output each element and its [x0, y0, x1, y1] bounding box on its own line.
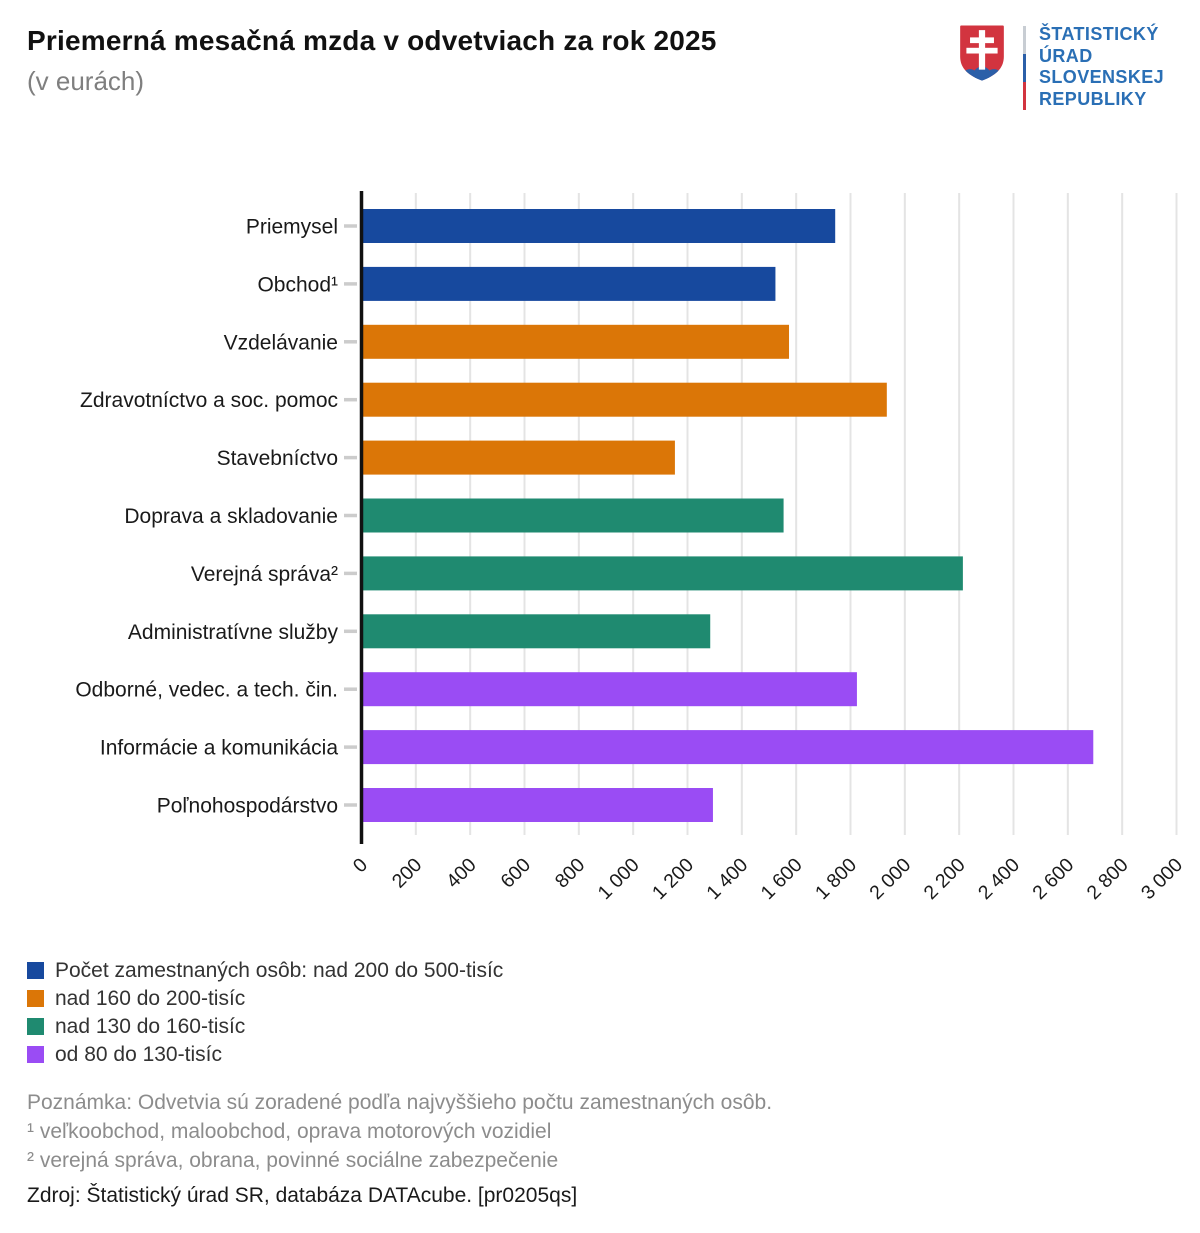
- bar: [362, 382, 887, 417]
- legend-label: nad 130 do 160-tisíc: [55, 1014, 246, 1038]
- logo-line-1: ŠTATISTICKÝ: [1039, 24, 1159, 44]
- bar: [362, 556, 963, 591]
- x-tick-label: 2 600: [1028, 854, 1078, 904]
- category-label: Vzdelávanie: [224, 331, 338, 354]
- source-citation: Zdroj: Štatistický úrad SR, databáza DAT…: [27, 1184, 578, 1207]
- category-label: Administratívne služby: [128, 621, 339, 644]
- bar: [362, 440, 675, 475]
- category-label: Verejná správa²: [191, 563, 338, 586]
- bar: [362, 324, 790, 359]
- category-label: Zdravotníctvo a soc. pomoc: [80, 389, 338, 412]
- logo-line-4: REPUBLIKY: [1039, 88, 1147, 109]
- x-tick-label: 1 000: [594, 854, 644, 904]
- bar: [362, 498, 784, 533]
- category-label: Informácie a komunikácia: [100, 737, 338, 760]
- divider-red-segment: [1023, 82, 1026, 110]
- bar: [362, 209, 836, 243]
- category-label: Priemysel: [246, 216, 338, 239]
- x-tick-label: 1 400: [702, 854, 752, 904]
- bar: [362, 266, 776, 301]
- x-tick-label: 2 000: [865, 854, 915, 904]
- legend-swatch-blue: [27, 962, 44, 979]
- footnotes: Poznámka: Odvetvia sú zoradené podľa naj…: [27, 1088, 772, 1175]
- divider-white-segment: [1023, 26, 1026, 54]
- x-tick-label: 1 600: [757, 854, 807, 904]
- category-label: Poľnohospodárstvo: [157, 795, 338, 818]
- chart-unit-subtitle: (v eurách): [27, 66, 145, 96]
- legend-label: od 80 do 130-tisíc: [55, 1042, 222, 1066]
- x-tick-label: 3 000: [1137, 854, 1187, 904]
- logo-divider: [1023, 26, 1026, 110]
- x-tick-label: 2 200: [920, 854, 970, 904]
- category-label: Stavebníctvo: [217, 447, 338, 470]
- x-tick-label: 0: [349, 854, 372, 877]
- x-tick-label: 1 800: [811, 854, 861, 904]
- legend-label: nad 160 do 200-tisíc: [55, 986, 246, 1010]
- slovak-coat-of-arms-icon: [960, 25, 1004, 81]
- legend-item: Počet zamestnaných osôb: nad 200 do 500-…: [27, 958, 504, 982]
- page-title: Priemerná mesačná mzda v odvetviach za r…: [27, 25, 717, 56]
- category-label: Odborné, vedec. a tech. čin.: [75, 679, 338, 702]
- category-label: Obchod¹: [257, 273, 338, 296]
- legend: Počet zamestnaných osôb: nad 200 do 500-…: [27, 958, 504, 1072]
- bar: [362, 614, 711, 649]
- legend-swatch-teal: [27, 1018, 44, 1035]
- logo-line-2: ÚRAD: [1039, 45, 1093, 66]
- legend-item: nad 130 do 160-tisíc: [27, 1014, 503, 1038]
- x-tick-label: 1 200: [648, 854, 698, 904]
- x-tick-label: 400: [442, 854, 481, 893]
- x-tick-label: 200: [388, 854, 427, 893]
- legend-label: Počet zamestnaných osôb: nad 200 do 500-…: [55, 958, 504, 982]
- bar: [362, 730, 1094, 765]
- note-sorting: Poznámka: Odvetvia sú zoradené podľa naj…: [27, 1091, 773, 1114]
- category-label: Doprava a skladovanie: [124, 505, 338, 528]
- bar: [362, 672, 857, 707]
- x-tick-label: 600: [496, 854, 535, 893]
- x-tick-label: 2 400: [974, 854, 1024, 904]
- x-tick-label: 800: [551, 854, 590, 893]
- legend-swatch-orange: [27, 990, 44, 1007]
- susr-logo: ŠTATISTICKÝ ÚRAD SLOVENSKEJ REPUBLIKY: [956, 23, 1164, 110]
- footnote-1: ¹ veľkoobchod, maloobchod, oprava motoro…: [27, 1120, 552, 1143]
- divider-blue-segment: [1023, 54, 1026, 82]
- legend-item: nad 160 do 200-tisíc: [27, 986, 503, 1010]
- logo-line-3: SLOVENSKEJ: [1039, 67, 1165, 87]
- x-tick-label: 2 800: [1083, 854, 1133, 904]
- legend-swatch-purple: [27, 1046, 44, 1063]
- bar: [362, 788, 713, 822]
- legend-item: od 80 do 130-tisíc: [27, 1042, 503, 1066]
- bar-chart: Priemysel Obchod¹ Vzdelávanie Zdravotníctvo…: [75, 191, 1187, 904]
- logo-org-name: ŠTATISTICKÝ ÚRAD SLOVENSKEJ REPUBLIKY: [1039, 24, 1164, 110]
- footnote-2: ² verejná správa, obrana, povinné sociál…: [27, 1149, 559, 1172]
